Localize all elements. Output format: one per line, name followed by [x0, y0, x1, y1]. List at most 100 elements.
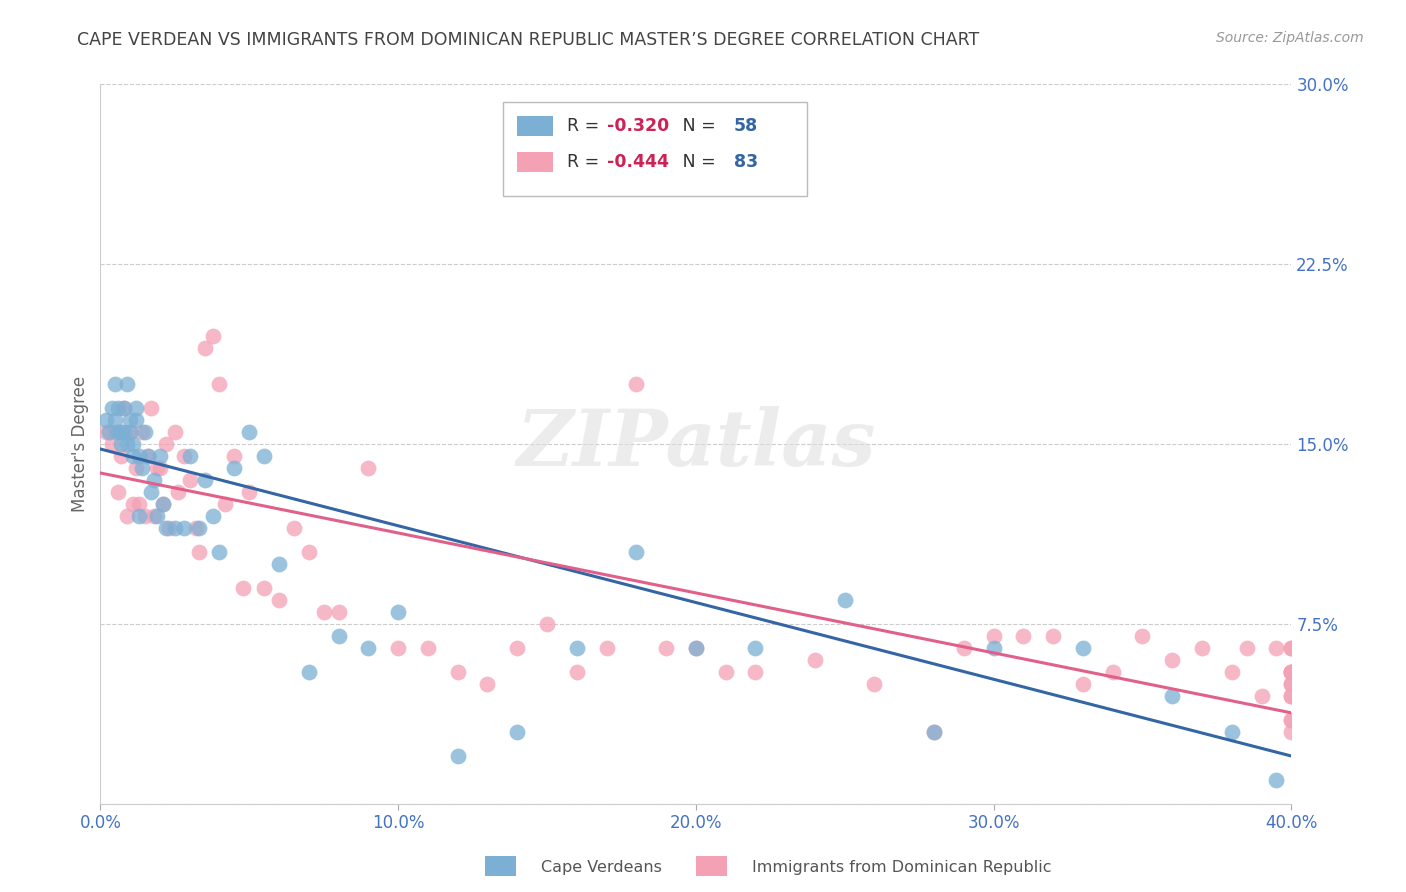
Point	[142, 509, 165, 524]
Point	[155, 521, 177, 535]
Point	[128, 449, 150, 463]
Point	[312, 605, 335, 619]
Text: Source: ZipAtlas.com: Source: ZipAtlas.com	[1216, 31, 1364, 45]
Point	[184, 521, 207, 535]
Text: N =: N =	[666, 117, 721, 136]
Point	[187, 545, 209, 559]
Point	[107, 401, 129, 416]
Point	[983, 629, 1005, 643]
Point	[96, 425, 118, 440]
Point	[446, 749, 468, 764]
Point	[626, 545, 648, 559]
Point	[157, 521, 180, 535]
Point	[1236, 641, 1258, 656]
Point	[125, 413, 148, 427]
Point	[863, 677, 886, 691]
Point	[983, 641, 1005, 656]
Point	[131, 425, 153, 440]
Point	[536, 617, 558, 632]
Point	[506, 641, 529, 656]
Point	[922, 725, 945, 739]
Text: Cape Verdeans: Cape Verdeans	[541, 860, 662, 874]
Point	[139, 401, 162, 416]
Point	[112, 401, 135, 416]
Point	[142, 473, 165, 487]
Point	[134, 425, 156, 440]
Point	[115, 509, 138, 524]
Point	[744, 665, 766, 679]
Point	[804, 653, 827, 667]
Point	[179, 449, 201, 463]
Point	[565, 641, 588, 656]
Point	[1265, 641, 1288, 656]
Point	[110, 425, 132, 440]
Point	[115, 437, 138, 451]
Point	[328, 605, 350, 619]
Point	[283, 521, 305, 535]
Point	[357, 641, 380, 656]
Point	[166, 485, 188, 500]
Point	[112, 425, 135, 440]
Point	[1191, 641, 1213, 656]
Point	[1132, 629, 1154, 643]
Point	[655, 641, 678, 656]
Point	[122, 497, 145, 511]
Point	[1279, 641, 1302, 656]
Point	[1101, 665, 1123, 679]
Point	[1279, 665, 1302, 679]
Point	[125, 461, 148, 475]
Point	[387, 641, 409, 656]
Text: -0.320: -0.320	[606, 117, 669, 136]
Text: R =: R =	[567, 153, 605, 171]
Text: ZIPatlas: ZIPatlas	[516, 406, 876, 483]
Point	[1279, 689, 1302, 703]
Point	[131, 461, 153, 475]
Text: 58: 58	[734, 117, 758, 136]
Point	[146, 461, 169, 475]
Point	[179, 473, 201, 487]
FancyBboxPatch shape	[517, 152, 553, 172]
Point	[477, 677, 499, 691]
Point	[565, 665, 588, 679]
Point	[1220, 725, 1243, 739]
Point	[208, 377, 231, 392]
Point	[149, 449, 172, 463]
Text: N =: N =	[666, 153, 721, 171]
Point	[104, 413, 127, 427]
Point	[922, 725, 945, 739]
Point	[193, 473, 215, 487]
Point	[101, 437, 124, 451]
Point	[1265, 772, 1288, 787]
Point	[224, 449, 246, 463]
Point	[120, 413, 142, 427]
Point	[1279, 665, 1302, 679]
Point	[1042, 629, 1064, 643]
Point	[446, 665, 468, 679]
Point	[122, 449, 145, 463]
Point	[120, 425, 142, 440]
Text: 83: 83	[734, 153, 758, 171]
Point	[1071, 677, 1094, 691]
Point	[1279, 665, 1302, 679]
Point	[112, 401, 135, 416]
Point	[152, 497, 174, 511]
Point	[202, 329, 225, 343]
Point	[107, 425, 129, 440]
Point	[506, 725, 529, 739]
Text: R =: R =	[567, 117, 605, 136]
Point	[232, 581, 254, 595]
Point	[253, 581, 276, 595]
Point	[1279, 641, 1302, 656]
Point	[238, 485, 260, 500]
Point	[193, 341, 215, 355]
FancyBboxPatch shape	[503, 103, 807, 196]
Point	[1012, 629, 1035, 643]
Point	[163, 425, 186, 440]
Point	[1220, 665, 1243, 679]
Point	[122, 437, 145, 451]
Point	[1279, 713, 1302, 727]
Point	[714, 665, 737, 679]
Point	[136, 449, 159, 463]
Point	[139, 485, 162, 500]
Point	[128, 509, 150, 524]
